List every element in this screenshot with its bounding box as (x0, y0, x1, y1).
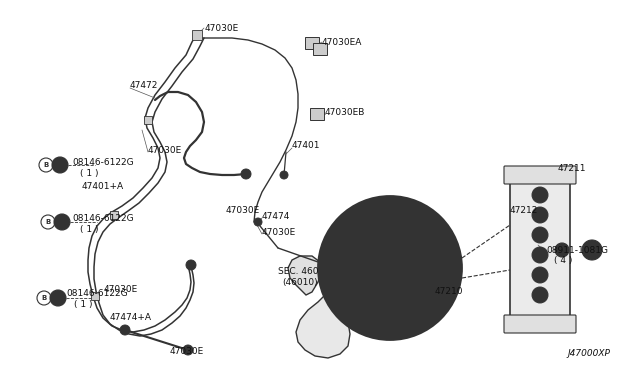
Text: 47401: 47401 (292, 141, 321, 150)
Circle shape (532, 187, 548, 203)
Text: B: B (42, 295, 47, 301)
Text: 47030E: 47030E (170, 347, 204, 356)
Circle shape (52, 157, 68, 173)
FancyBboxPatch shape (313, 43, 327, 55)
FancyBboxPatch shape (504, 315, 576, 333)
Circle shape (338, 216, 442, 320)
Text: 47030EB: 47030EB (325, 108, 365, 116)
Text: 47030E: 47030E (148, 145, 182, 154)
Text: 47030E: 47030E (226, 205, 260, 215)
Polygon shape (296, 295, 350, 358)
Text: 47472: 47472 (130, 80, 158, 90)
FancyBboxPatch shape (144, 116, 152, 124)
Text: 08146-6122G: 08146-6122G (66, 289, 127, 298)
Text: SEC. 460: SEC. 460 (278, 267, 319, 276)
Circle shape (532, 267, 548, 283)
Circle shape (532, 207, 548, 223)
Text: ( 4 ): ( 4 ) (554, 257, 572, 266)
Circle shape (50, 290, 66, 306)
FancyBboxPatch shape (310, 108, 324, 120)
Text: 47210: 47210 (435, 288, 463, 296)
Circle shape (582, 240, 602, 260)
FancyBboxPatch shape (510, 175, 570, 320)
Circle shape (254, 218, 262, 226)
Text: B: B (45, 219, 51, 225)
Text: N: N (559, 247, 565, 253)
Circle shape (326, 205, 453, 331)
Text: 47401+A: 47401+A (82, 182, 124, 190)
Text: 47211: 47211 (558, 164, 586, 173)
FancyBboxPatch shape (110, 211, 118, 219)
Circle shape (532, 227, 548, 243)
Text: 47474: 47474 (262, 212, 291, 221)
Circle shape (532, 287, 548, 303)
Text: ( 1 ): ( 1 ) (74, 301, 93, 310)
Circle shape (280, 171, 288, 179)
Text: 47030E: 47030E (262, 228, 296, 237)
Text: J47000XP: J47000XP (567, 349, 610, 358)
Circle shape (120, 325, 130, 335)
Circle shape (54, 214, 70, 230)
Text: 47030E: 47030E (205, 23, 239, 32)
Text: 47030E: 47030E (104, 285, 138, 295)
Text: ( 1 ): ( 1 ) (80, 169, 99, 177)
Text: 08146-6122G: 08146-6122G (72, 157, 134, 167)
FancyBboxPatch shape (192, 30, 202, 40)
Text: ( 1 ): ( 1 ) (80, 224, 99, 234)
Text: 47474+A: 47474+A (110, 314, 152, 323)
Circle shape (532, 247, 548, 263)
Circle shape (383, 261, 397, 275)
Text: 08911-1081G: 08911-1081G (546, 246, 608, 254)
Circle shape (183, 345, 193, 355)
Circle shape (318, 196, 462, 340)
Text: 08146-6122G: 08146-6122G (72, 214, 134, 222)
Text: B: B (44, 162, 49, 168)
FancyBboxPatch shape (305, 37, 319, 49)
Polygon shape (288, 256, 322, 295)
Text: 47212: 47212 (510, 205, 538, 215)
Circle shape (555, 243, 569, 257)
FancyBboxPatch shape (504, 166, 576, 184)
Circle shape (186, 260, 196, 270)
FancyBboxPatch shape (91, 292, 99, 300)
Text: (46010): (46010) (282, 279, 317, 288)
Text: 47030EA: 47030EA (322, 38, 362, 46)
Circle shape (241, 169, 251, 179)
